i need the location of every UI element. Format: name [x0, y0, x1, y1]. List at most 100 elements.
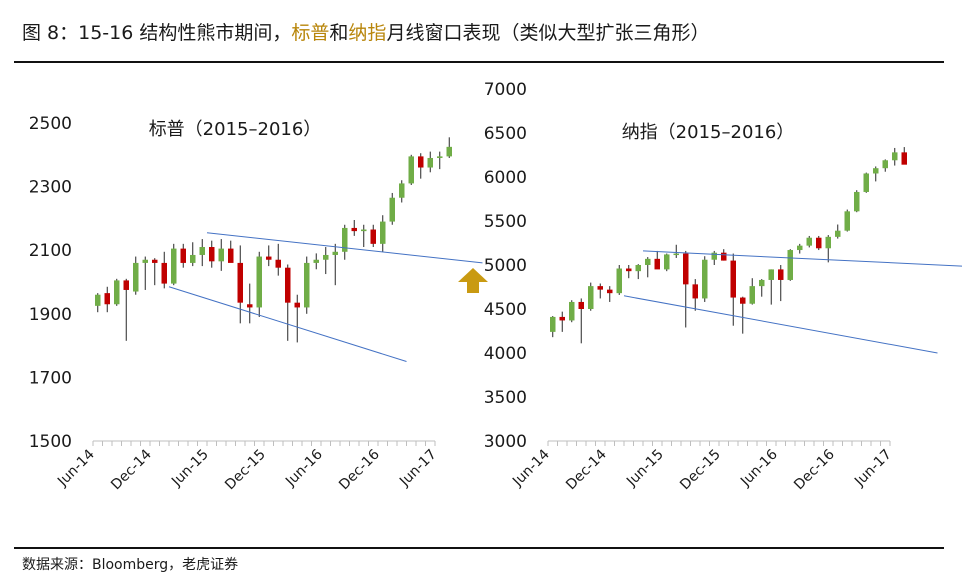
- candle-up: [190, 254, 196, 263]
- candle-down: [740, 297, 746, 304]
- trendline: [642, 250, 962, 267]
- y-tick-label: 4000: [484, 344, 527, 364]
- candle-up: [389, 197, 395, 222]
- y-tick-label: 1500: [29, 432, 72, 452]
- candle-up: [759, 279, 765, 287]
- x-tick-label: Dec-15: [677, 447, 724, 494]
- candle-up: [635, 265, 641, 272]
- top-rule: [14, 61, 944, 63]
- candle-down: [237, 262, 243, 303]
- candle-up: [114, 280, 120, 305]
- figure-title: 图 8：15-16 结构性熊市期间，标普和纳指月线窗口表现（类似大型扩张三角形）: [22, 18, 709, 45]
- candle-up: [323, 254, 329, 260]
- x-tick-label: Jun-14: [509, 446, 553, 490]
- x-tick-label: Dec-16: [791, 446, 838, 493]
- candle-up: [313, 259, 319, 263]
- x-tick-label: Jun-16: [737, 446, 781, 490]
- y-tick-label: 2300: [29, 178, 72, 198]
- y-tick-label: 3000: [484, 432, 527, 452]
- candle-up: [332, 251, 338, 255]
- candle-up: [673, 253, 679, 256]
- candle-up: [873, 168, 879, 174]
- source-note: 数据来源：Bloomberg，老虎证券: [22, 557, 239, 573]
- candle-down: [626, 268, 632, 272]
- candle-down: [654, 258, 660, 270]
- x-tick-label: Dec-14: [563, 446, 610, 493]
- title-prefix: 图 8：15-16 结构性熊市期间，: [22, 22, 292, 44]
- candle-up: [171, 248, 177, 284]
- candle-up: [616, 268, 622, 294]
- candle-up: [854, 191, 860, 212]
- y-tick-label: 1900: [29, 305, 72, 325]
- candle-up: [797, 245, 803, 251]
- candle-down: [370, 229, 376, 244]
- breakout-arrow: [458, 268, 488, 293]
- candle-up: [142, 259, 148, 263]
- candle-down: [209, 247, 215, 262]
- candle-up: [768, 269, 774, 280]
- candle-down: [285, 267, 291, 303]
- y-tick-label: 4500: [484, 300, 527, 320]
- candle-up: [361, 229, 367, 232]
- y-tick-label: 6000: [484, 168, 527, 188]
- bottom-rule: [14, 547, 944, 549]
- x-tick-label: Jun-15: [623, 447, 667, 491]
- candle-down: [730, 260, 736, 298]
- chart-title: 标普（2015–2016）: [149, 119, 322, 140]
- candle-down: [123, 280, 129, 290]
- x-tick-label: Jun-17: [851, 447, 895, 491]
- candle-up: [304, 262, 310, 308]
- candle-down: [180, 248, 186, 263]
- y-tick-label: 5500: [484, 212, 527, 232]
- candle-up: [844, 211, 850, 231]
- candle-up: [835, 230, 841, 237]
- candle-up: [882, 160, 888, 169]
- candle-up: [806, 237, 812, 246]
- candle-up: [133, 262, 139, 292]
- candle-down: [901, 152, 907, 165]
- y-tick-label: 7000: [484, 80, 527, 100]
- candle-up: [702, 259, 708, 299]
- candle-up: [95, 294, 101, 306]
- y-tick-label: 2500: [29, 114, 72, 134]
- candle-up: [787, 250, 793, 280]
- candle-up: [199, 247, 205, 255]
- candle-down: [721, 252, 727, 261]
- candle-up: [711, 252, 717, 260]
- y-tick-label: 5000: [484, 256, 527, 276]
- trendline: [623, 295, 938, 354]
- candle-down: [152, 259, 158, 263]
- candle-down: [418, 156, 424, 168]
- candle-up: [446, 146, 452, 157]
- y-tick-label: 1700: [29, 368, 72, 388]
- candle-up: [437, 156, 443, 158]
- candle-up: [218, 248, 224, 262]
- y-tick-label: 2100: [29, 241, 72, 261]
- trendline: [168, 286, 407, 362]
- title-highlight-sp: 标普: [291, 22, 330, 44]
- figure-header: 图 8：15-16 结构性熊市期间，标普和纳指月线窗口表现（类似大型扩张三角形）: [0, 0, 962, 60]
- candle-down: [559, 316, 565, 321]
- candle-up: [588, 286, 594, 309]
- candle-up: [256, 256, 262, 308]
- candle-down: [294, 302, 300, 308]
- title-mid: 和: [329, 22, 349, 44]
- candle-down: [778, 269, 784, 280]
- candle-up: [892, 152, 898, 161]
- candle-up: [569, 301, 575, 321]
- candle-up: [399, 183, 405, 198]
- candle-down: [247, 304, 253, 308]
- candle-down: [578, 301, 584, 309]
- candle-up: [550, 316, 556, 332]
- chart-title: 纳指（2015–2016）: [622, 122, 795, 143]
- y-tick-label: 6500: [484, 124, 527, 144]
- candle-down: [161, 262, 167, 284]
- candle-up: [664, 254, 670, 270]
- candle-down: [351, 227, 357, 232]
- candle-down: [266, 256, 272, 260]
- candle-up: [645, 258, 651, 265]
- candle-down: [228, 248, 234, 263]
- candle-up: [825, 236, 831, 249]
